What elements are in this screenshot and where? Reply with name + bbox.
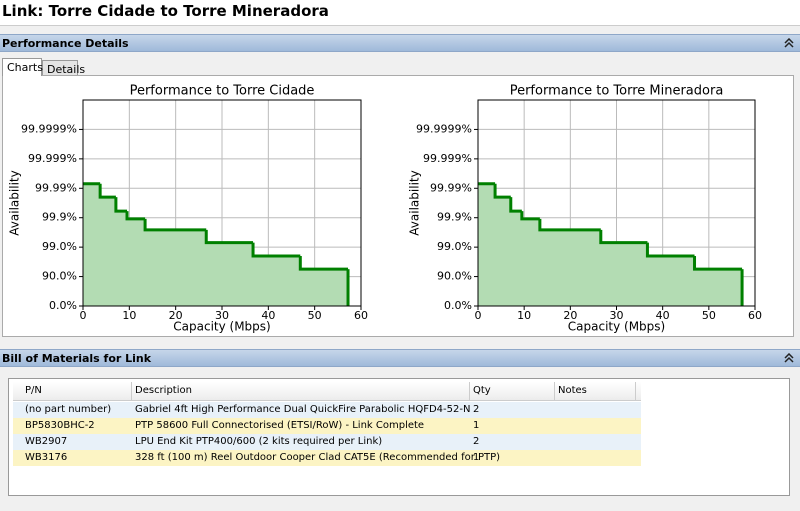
x-tick-label: 20 (169, 309, 183, 322)
x-tick-label: 30 (610, 309, 624, 322)
area-fill (478, 183, 743, 306)
y-tick-label: 99.99% (35, 181, 77, 194)
table-row[interactable]: BP5830BHC-2 PTP 58600 Full Connectorised … (13, 418, 641, 434)
step-segment (493, 183, 511, 199)
step-segment (125, 211, 146, 221)
chart-title: Performance to Torre Mineradora (510, 84, 724, 99)
collapse-icon[interactable] (784, 353, 794, 363)
section-header[interactable]: Bill of Materials for Link (0, 349, 800, 367)
table-cell: 328 ft (100 m) Reel Outdoor Cooper Clad … (135, 452, 501, 463)
chart: Performance to Torre Cidade 0 10 20 30 40 50 60… (8, 84, 369, 334)
x-tick-label: 50 (308, 309, 322, 322)
y-tick-label: 0.0% (444, 299, 472, 312)
table-cell: WB3176 (25, 452, 68, 463)
table-cell: WB2907 (25, 436, 68, 447)
table-cell: LPU End Kit PTP400/600 (2 kits required … (135, 436, 383, 447)
plot-border (477, 99, 756, 307)
y-tick-label: 90.0% (42, 270, 77, 283)
y-tick-label: 99.9999% (21, 122, 77, 135)
column-header: Qty (473, 385, 491, 396)
step-segment (98, 183, 116, 199)
column-divider (554, 382, 555, 400)
column-header: P/N (25, 385, 42, 396)
y-tick-label: 99.0% (437, 240, 472, 253)
table-row[interactable]: (no part number) Gabriel 4ft High Perform… (13, 402, 641, 418)
y-tick-label: 99.9% (42, 211, 77, 224)
chart-title: Performance to Torre Cidade (130, 84, 315, 99)
step-segment (143, 218, 207, 232)
column-divider (469, 382, 470, 400)
step-segment (520, 211, 540, 221)
table-cell: BP5830BHC-2 (25, 420, 95, 431)
y-axis-label: Availability (408, 170, 422, 235)
step-segment (645, 242, 695, 258)
tab[interactable]: Details (42, 60, 85, 76)
y-tick-label: 0.0% (49, 299, 77, 312)
step-segment (298, 256, 349, 271)
charts-panel: Performance to Torre Cidade 0 10 20 30 40 50 60… (2, 75, 794, 337)
x-tick-label: 60 (748, 309, 762, 322)
column-divider (131, 382, 132, 400)
table-row[interactable]: WB3176 328 ft (100 m) Reel Outdoor Cooper… (13, 450, 641, 466)
x-axis-label: Capacity (Mbps) (568, 320, 665, 334)
table-cell: Gabriel 4ft High Performance Dual QuickF… (135, 404, 471, 415)
y-tick-label: 99.9% (437, 211, 472, 224)
step-segment (599, 229, 648, 245)
table-cell: PTP 58600 Full Connectorised (ETSI/RoW) … (135, 420, 425, 431)
table-cell: 1 (473, 420, 480, 431)
table-header: P/N Description Qty Notes (13, 382, 641, 401)
column-header: Notes (558, 385, 587, 396)
y-tick-label: 99.99% (430, 181, 472, 194)
step-segment (538, 218, 601, 232)
x-tick-label: 40 (261, 309, 275, 322)
x-tick-label: 40 (656, 309, 670, 322)
x-tick-label: 0 (475, 309, 482, 322)
tab[interactable]: Charts (2, 58, 43, 76)
section-header[interactable]: Performance Details (0, 34, 800, 52)
step-segment (114, 197, 128, 213)
y-tick-label: 99.9999% (416, 122, 472, 135)
step-segment (204, 229, 254, 245)
x-tick-label: 10 (517, 309, 531, 322)
chart: Performance to Torre Mineradora 0 10 20 30 40… (408, 84, 763, 334)
column-divider (635, 382, 636, 400)
section-title: Bill of Materials for Link (2, 352, 152, 365)
bom-table: P/N Description Qty Notes (no part number) Ga… (8, 378, 790, 496)
step-segment (251, 242, 301, 258)
x-axis-label: Capacity (Mbps) (173, 320, 270, 334)
table-cell: 2 (473, 404, 480, 415)
column-header: Description (135, 385, 192, 396)
area-fill (83, 183, 349, 306)
x-tick-label: 0 (80, 309, 87, 322)
table-cell: 1 (473, 452, 480, 463)
plot-border (82, 99, 362, 307)
y-tick-label: 90.0% (437, 270, 472, 283)
table-cell: (no part number) (25, 404, 112, 415)
collapse-icon[interactable] (784, 38, 794, 48)
x-tick-label: 30 (215, 309, 229, 322)
x-tick-label: 20 (563, 309, 577, 322)
y-tick-label: 99.999% (423, 152, 472, 165)
y-axis-label: Availability (8, 170, 22, 235)
x-tick-label: 60 (354, 309, 368, 322)
step-segment (693, 256, 743, 271)
x-tick-label: 50 (702, 309, 716, 322)
table-row[interactable]: WB2907 LPU End Kit PTP400/600 (2 kits req… (13, 434, 641, 450)
table-cell: 2 (473, 436, 480, 447)
y-tick-label: 99.0% (42, 240, 77, 253)
page-title: Link: Torre Cidade to Torre Mineradora (0, 0, 800, 26)
y-tick-label: 99.999% (28, 152, 77, 165)
x-tick-label: 10 (122, 309, 136, 322)
section-title: Performance Details (2, 37, 129, 50)
step-segment (509, 197, 522, 213)
